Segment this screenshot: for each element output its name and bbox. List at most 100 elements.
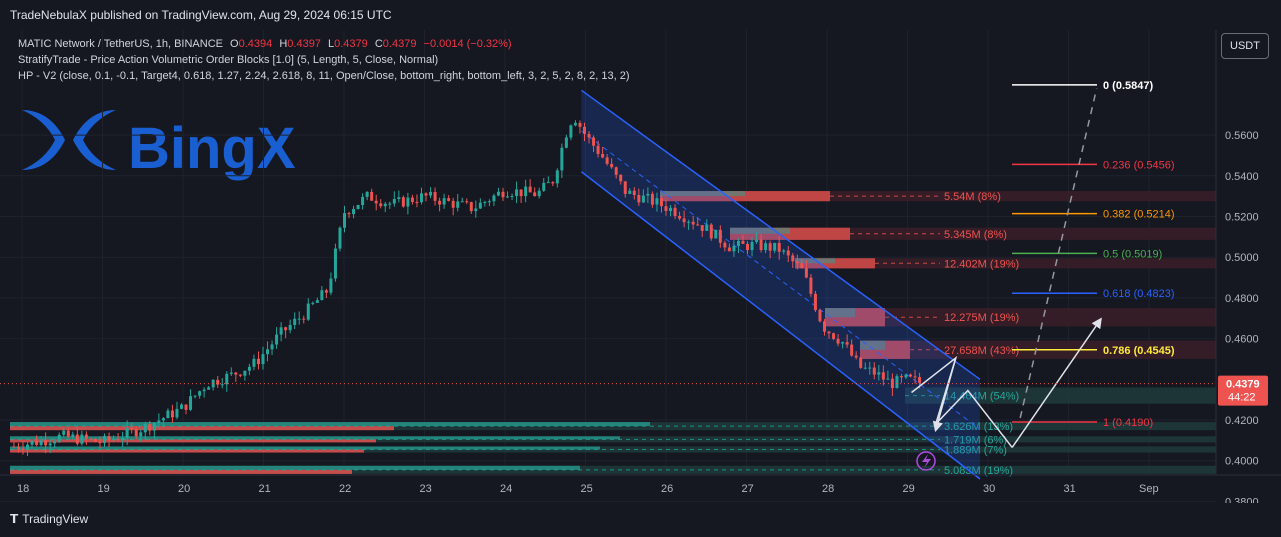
candle-body (392, 199, 396, 204)
indicator-1[interactable]: StratifyTrade - Price Action Volumetric … (18, 54, 439, 66)
candle-body (795, 261, 799, 264)
currency-button[interactable]: USDT (1221, 33, 1269, 59)
candle-body (782, 250, 786, 252)
candle-body (899, 376, 903, 378)
candle-body (347, 213, 351, 215)
lightning-icon[interactable] (916, 451, 936, 471)
candle-body (179, 404, 183, 409)
countdown-label: 44:22 (1228, 392, 1256, 404)
candle-body (238, 374, 242, 376)
order-block-label: 1.889M (7%) (944, 445, 1007, 457)
bingx-logo-icon (22, 110, 116, 170)
candle-body (546, 182, 550, 184)
order-block-bull-bar (860, 340, 885, 350)
price-chart[interactable]: BingX 5.54M (8%) 5.345M (8%) 12.402M (19%)… (0, 0, 1281, 503)
channel-lower-line (581, 171, 981, 480)
candle-body (397, 197, 401, 200)
order-block-bull-bar (10, 436, 620, 440)
candle-body (818, 310, 822, 322)
last-price-label: 0.4379 (1226, 379, 1260, 391)
order-block-label: 5.083M (19%) (944, 465, 1013, 477)
candle-body (886, 378, 890, 380)
candle-body (424, 193, 428, 196)
indicator-2[interactable]: HP - V2 (close, 0.1, -0.1, Target4, 0.61… (18, 70, 630, 82)
candle-body (791, 255, 795, 262)
order-block-bear-bar (10, 449, 364, 453)
candle-body (537, 190, 541, 197)
candle-body (623, 181, 627, 194)
candle-body (170, 410, 174, 418)
candle-body (66, 430, 70, 437)
fib-label: 0.786 (0.4545) (1103, 345, 1175, 357)
candle-body (465, 201, 469, 203)
channel-upper-line (581, 89, 981, 380)
candle-body (343, 213, 347, 228)
candle-body (822, 321, 826, 332)
axes: 0.5600 0.5400 0.5200 0.5000 0.4800 0.4600 0.42… (0, 30, 1281, 503)
candle-body (741, 240, 745, 244)
candle-body (569, 125, 573, 138)
candle-body (841, 342, 845, 344)
candle-body (234, 372, 238, 375)
candle-body (746, 243, 750, 251)
order-block-bull-bar (795, 258, 835, 264)
tradingview-label: TradingView (22, 512, 89, 526)
order-block-label: 5.54M (8%) (944, 191, 1001, 203)
candle-body (809, 277, 813, 294)
candle-body (628, 190, 632, 194)
candle-body (139, 432, 143, 437)
fib-label: 0.618 (0.4823) (1103, 288, 1175, 300)
order-block-label: 12.402M (19%) (944, 258, 1019, 270)
order-block-label: 14.464M (54%) (944, 391, 1019, 403)
candle-body (650, 193, 654, 205)
candle-body (293, 318, 297, 325)
candle-body (311, 302, 315, 304)
candle-body (306, 303, 310, 320)
candle-body (868, 367, 872, 369)
candle-body (175, 408, 179, 418)
candle-body (542, 182, 546, 191)
candle-body (166, 410, 170, 419)
candle-body (895, 376, 899, 389)
candle-body (415, 201, 419, 203)
candle-body (506, 196, 510, 198)
fib-label: 0 (0.5847) (1103, 80, 1153, 92)
candle-body (664, 206, 668, 212)
candle-body (764, 243, 768, 251)
candle-body (451, 200, 455, 208)
candle-body (53, 441, 57, 444)
candle-body (284, 327, 288, 331)
x-tick-label: 30 (983, 483, 995, 495)
fib-label: 1 (0.4190) (1103, 417, 1153, 429)
candle-body (189, 396, 193, 410)
fib-label: 0.236 (0.5456) (1103, 159, 1175, 171)
symbol-name[interactable]: MATIC Network / TetherUS, 1h, BINANCE (18, 38, 223, 50)
candle-body (759, 239, 763, 251)
order-block-zone (825, 308, 1216, 327)
candle-body (560, 147, 564, 171)
order-block-label: 1.719M (6%) (944, 434, 1007, 446)
candle-body (592, 137, 596, 146)
candle-body (107, 436, 111, 441)
candle-body (515, 189, 519, 196)
chart-legend: MATIC Network / TetherUS, 1h, BINANCE O0… (18, 36, 629, 84)
candle-body (524, 186, 528, 197)
order-block-bull-bar (10, 422, 650, 427)
candle-body (247, 366, 251, 371)
candle-body (610, 163, 614, 168)
descending-channel (581, 89, 981, 480)
candle-body (410, 197, 414, 202)
candle-body (718, 229, 722, 243)
order-block-zone (795, 258, 1216, 269)
tradingview-brand[interactable]: 𝗧 TradingView (10, 512, 88, 526)
candle-body (773, 242, 777, 251)
x-tick-label: Sep (1139, 483, 1159, 495)
candle-body (442, 198, 446, 205)
order-block-bear-bar (10, 426, 394, 431)
candle-body (709, 224, 713, 239)
candle-body (918, 377, 922, 383)
candle-body (84, 434, 88, 439)
candle-body (261, 354, 265, 365)
candle-body (125, 427, 129, 439)
candle-body (478, 202, 482, 209)
